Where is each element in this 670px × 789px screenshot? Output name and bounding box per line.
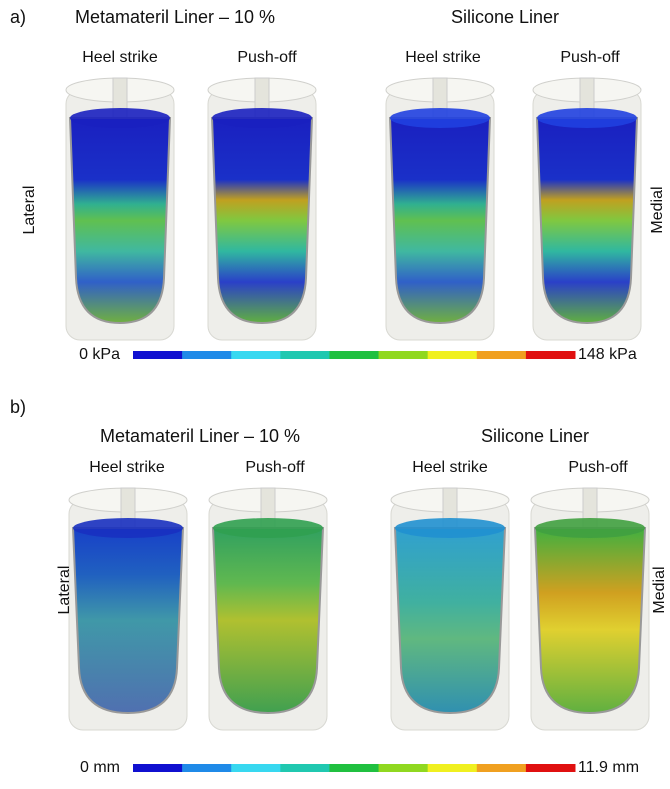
limb [210,117,314,325]
colorbar-segment [378,351,429,359]
limb [71,527,185,715]
colorbar-segment [378,764,429,772]
colorbar-min: 0 mm [80,759,120,776]
phase-label: Push-off [568,459,628,476]
phase-label: Push-off [237,49,297,66]
colorbar-segment [476,764,527,772]
phase-label: Heel strike [89,459,165,476]
phase-label: Heel strike [82,49,158,66]
phase-label: Heel strike [412,459,488,476]
colorbar-segment [525,351,576,359]
colorbar-segment [182,764,232,772]
colorbar-segment [133,351,183,359]
group-title: Metamateril Liner – 10 % [100,426,300,446]
colorbar-max: 148 kPa [578,346,637,363]
phase-label: Push-off [245,459,305,476]
limb [535,117,639,325]
group-title: Silicone Liner [451,7,559,27]
colorbar-segment [231,351,281,359]
limb-top [390,108,490,128]
colorbar-max: 11.9 mm [578,759,639,776]
panel-label: b) [10,397,26,417]
colorbar-segment [329,351,380,359]
colorbar-segment [133,764,183,772]
colorbar-segment [280,351,330,359]
limb-top [212,108,312,128]
colorbar-segment [427,764,478,772]
limb-top [537,108,637,128]
limb [533,527,647,715]
limb [211,527,325,715]
colorbar-segment [329,764,380,772]
limb-top [395,518,505,538]
colorbar-segment [231,764,281,772]
limb [393,527,507,715]
phase-label: Push-off [560,49,620,66]
colorbar-min: 0 kPa [79,346,120,363]
group-title: Metamateril Liner – 10 % [75,7,275,27]
limb [68,117,172,325]
group-title: Silicone Liner [481,426,589,446]
side-label: Medial [649,186,666,233]
limb [388,117,492,325]
limb-top [70,108,170,128]
colorbar-segment [280,764,330,772]
limb-top [213,518,323,538]
limb-top [73,518,183,538]
side-label: Lateral [21,186,38,235]
limb-top [535,518,645,538]
side-label: Lateral [56,566,73,615]
colorbar-segment [525,764,576,772]
colorbar-segment [476,351,527,359]
phase-label: Heel strike [405,49,481,66]
side-label: Medial [651,566,668,613]
colorbar-segment [427,351,478,359]
colorbar-segment [182,351,232,359]
panel-label: a) [10,7,26,27]
